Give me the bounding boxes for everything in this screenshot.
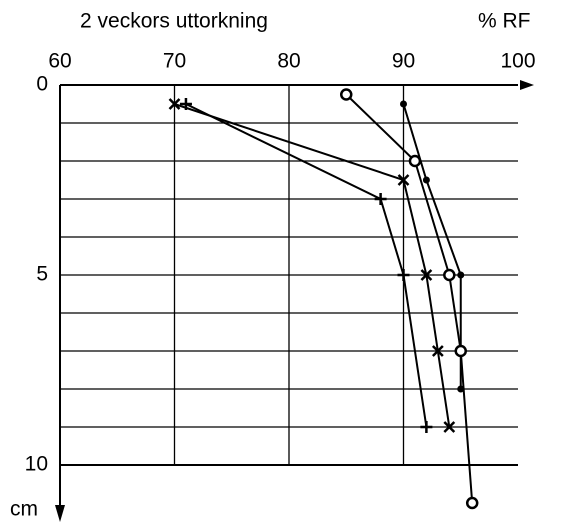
marker bbox=[397, 269, 410, 281]
marker bbox=[443, 421, 456, 433]
axis-arrow bbox=[55, 505, 65, 522]
x-tick-label: 70 bbox=[163, 50, 186, 73]
marker bbox=[400, 100, 407, 108]
marker bbox=[179, 98, 192, 110]
marker bbox=[420, 269, 433, 281]
series-line bbox=[402, 103, 462, 389]
series-line bbox=[174, 103, 451, 428]
y-tick-label: 10 bbox=[25, 453, 48, 476]
x-tick-label: 80 bbox=[277, 50, 300, 73]
marker bbox=[457, 271, 465, 279]
marker bbox=[454, 344, 467, 358]
x-axis-label: % RF bbox=[478, 10, 531, 33]
marker bbox=[397, 174, 410, 186]
axis-arrow bbox=[520, 80, 534, 90]
marker bbox=[374, 193, 387, 205]
x-tick-label: 100 bbox=[500, 50, 535, 73]
y-tick-label: 0 bbox=[36, 73, 48, 96]
y-axis-label: cm bbox=[10, 498, 38, 521]
marker bbox=[168, 98, 181, 110]
marker bbox=[408, 154, 422, 168]
marker bbox=[431, 345, 444, 357]
marker bbox=[443, 268, 456, 282]
series-line bbox=[345, 93, 474, 504]
marker bbox=[465, 496, 479, 510]
chart-title: 2 veckors uttorkning bbox=[80, 10, 268, 33]
y-tick-label: 5 bbox=[36, 263, 48, 286]
series-line bbox=[185, 103, 428, 428]
marker bbox=[340, 88, 353, 101]
x-tick-label: 90 bbox=[392, 50, 415, 73]
marker bbox=[422, 176, 430, 184]
marker bbox=[420, 421, 433, 433]
x-tick-label: 60 bbox=[48, 50, 71, 73]
